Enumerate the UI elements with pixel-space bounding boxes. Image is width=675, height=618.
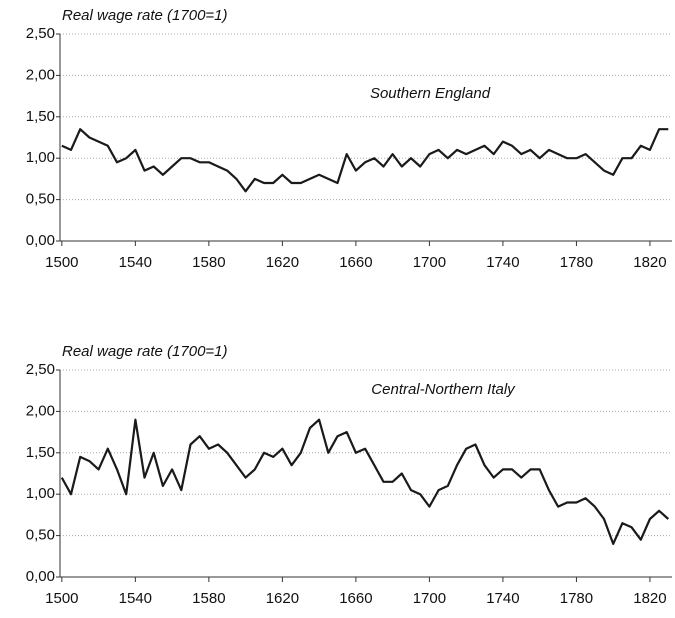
y-tick-label: 1,00 — [26, 485, 55, 502]
y-tick-label: 0,00 — [26, 568, 55, 585]
x-tick-label: 1820 — [633, 590, 666, 607]
x-tick-label: 1740 — [486, 254, 519, 271]
x-tick-label: 1660 — [339, 590, 372, 607]
y-tick-label: 2,50 — [26, 361, 55, 378]
annotation: Central-Northern Italy — [371, 381, 516, 398]
y-tick-label: 2,50 — [26, 25, 55, 42]
y-axis-label: Real wage rate (1700=1) — [62, 7, 228, 24]
x-tick-label: 1580 — [192, 590, 225, 607]
y-tick-label: 2,00 — [26, 402, 55, 419]
y-tick-label: 1,00 — [26, 149, 55, 166]
x-tick-label: 1500 — [45, 254, 78, 271]
x-tick-label: 1820 — [633, 254, 666, 271]
x-tick-label: 1620 — [266, 254, 299, 271]
y-tick-label: 2,00 — [26, 66, 55, 83]
data-line — [61, 128, 669, 193]
y-tick-label: 0,50 — [26, 527, 55, 544]
x-tick-label: 1780 — [560, 590, 593, 607]
y-tick-label: 0,00 — [26, 232, 55, 249]
annotation: Southern England — [370, 85, 491, 102]
y-tick-label: 1,50 — [26, 444, 55, 461]
x-tick-label: 1580 — [192, 254, 225, 271]
x-tick-label: 1660 — [339, 254, 372, 271]
x-tick-label: 1700 — [413, 590, 446, 607]
y-tick-label: 0,50 — [26, 191, 55, 208]
y-axis-label: Real wage rate (1700=1) — [62, 343, 228, 360]
x-tick-label: 1780 — [560, 254, 593, 271]
x-tick-label: 1620 — [266, 590, 299, 607]
data-line — [60, 418, 670, 545]
x-tick-label: 1540 — [119, 254, 152, 271]
x-tick-label: 1740 — [486, 590, 519, 607]
y-tick-label: 1,50 — [26, 108, 55, 125]
x-tick-label: 1500 — [45, 590, 78, 607]
x-tick-label: 1700 — [413, 254, 446, 271]
x-tick-label: 1540 — [119, 590, 152, 607]
